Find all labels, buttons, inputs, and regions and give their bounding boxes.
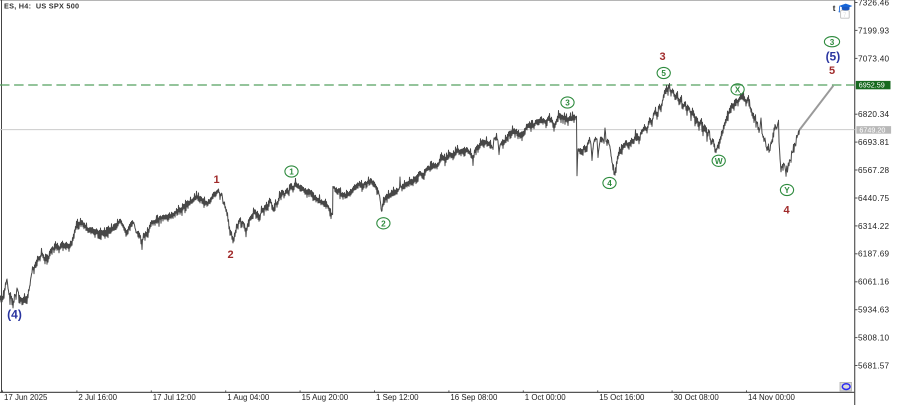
svg-text:5934.63: 5934.63	[858, 306, 890, 315]
svg-text:(4): (4)	[7, 307, 22, 321]
svg-text:7: 7	[843, 13, 847, 19]
svg-text:6749.20: 6749.20	[859, 125, 885, 134]
svg-text:(5): (5)	[826, 49, 841, 63]
svg-text:6187.69: 6187.69	[858, 250, 890, 259]
svg-text:6567.28: 6567.28	[858, 166, 890, 175]
svg-text:15 Oct 16:00: 15 Oct 16:00	[599, 393, 645, 402]
svg-text:1 Sep 12:00: 1 Sep 12:00	[376, 393, 419, 402]
svg-text:7326.46: 7326.46	[858, 0, 890, 7]
svg-text:6693.81: 6693.81	[858, 138, 890, 147]
svg-text:30 Oct 08:00: 30 Oct 08:00	[674, 393, 720, 402]
svg-text:t: t	[833, 4, 836, 13]
svg-text:2 Jul 16:00: 2 Jul 16:00	[78, 393, 117, 402]
svg-text:2: 2	[381, 219, 386, 228]
svg-text:1: 1	[289, 168, 294, 177]
svg-text:3: 3	[830, 38, 835, 47]
svg-text:4: 4	[607, 179, 612, 188]
svg-text:6061.16: 6061.16	[858, 278, 890, 287]
svg-text:3: 3	[565, 99, 570, 108]
svg-text:5: 5	[661, 69, 666, 78]
svg-text:W: W	[715, 157, 723, 166]
svg-text:Y: Y	[784, 186, 790, 195]
svg-text:14 Nov 00:00: 14 Nov 00:00	[748, 393, 796, 402]
svg-text:6314.22: 6314.22	[858, 222, 890, 231]
svg-text:3: 3	[660, 51, 666, 63]
svg-text:X: X	[735, 86, 741, 95]
svg-text:1: 1	[213, 174, 219, 186]
svg-text:ES, H4: US SPX 500: ES, H4: US SPX 500	[4, 1, 79, 10]
svg-text:6952.59: 6952.59	[859, 81, 885, 90]
svg-text:5: 5	[829, 65, 835, 77]
svg-text:1 Aug 04:00: 1 Aug 04:00	[227, 393, 270, 402]
svg-text:4: 4	[783, 205, 790, 217]
svg-text:17 Jul 12:00: 17 Jul 12:00	[153, 393, 197, 402]
svg-text:5681.57: 5681.57	[858, 361, 890, 370]
svg-text:2: 2	[227, 249, 233, 261]
svg-text:7199.93: 7199.93	[858, 26, 890, 35]
svg-text:7073.40: 7073.40	[858, 54, 890, 63]
svg-text:6820.34: 6820.34	[858, 110, 890, 119]
svg-text:17 Jun 2025: 17 Jun 2025	[4, 393, 48, 402]
svg-text:15 Aug 20:00: 15 Aug 20:00	[302, 393, 349, 402]
svg-text:5808.10: 5808.10	[858, 334, 890, 343]
svg-text:6440.75: 6440.75	[858, 194, 890, 203]
svg-text:1 Oct 00:00: 1 Oct 00:00	[525, 393, 566, 402]
svg-text:16 Sep 08:00: 16 Sep 08:00	[450, 393, 498, 402]
